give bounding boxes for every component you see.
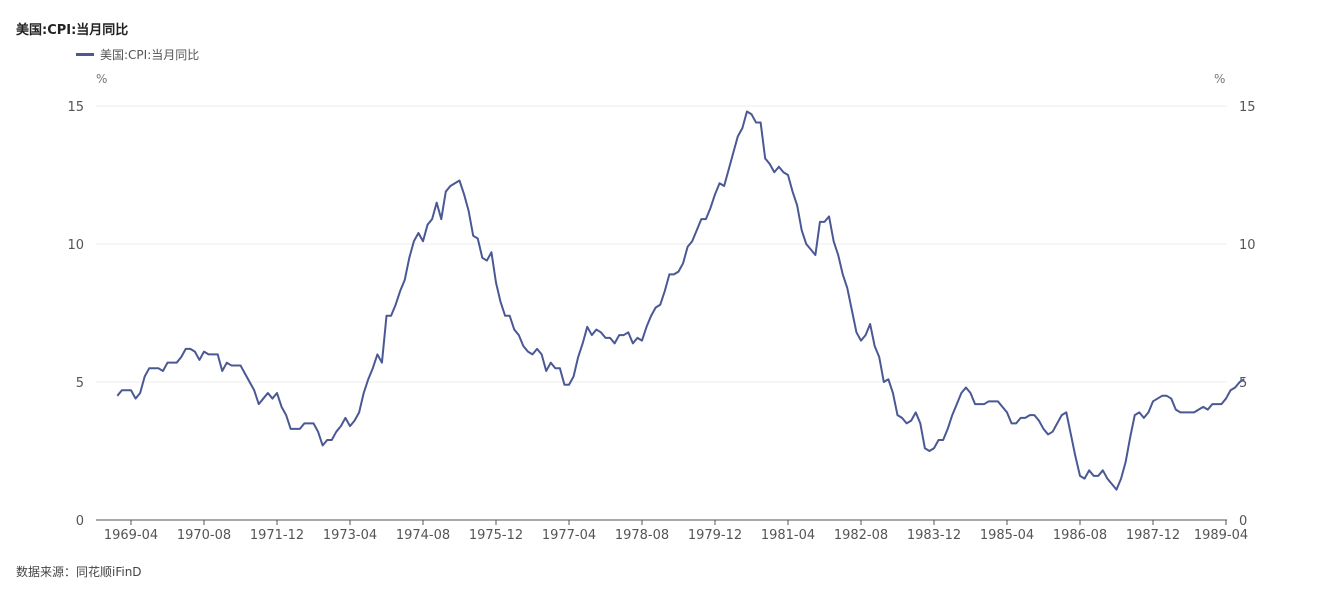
legend[interactable]: 美国:CPI:当月同比 bbox=[76, 46, 199, 63]
x-tick-label: 1985-04 bbox=[980, 528, 1034, 543]
y-tick-label-right: 0 bbox=[1239, 514, 1247, 529]
x-tick-label: 1986-08 bbox=[1053, 528, 1107, 543]
y-axis-right: 0 5 10 15% bbox=[1214, 72, 1256, 529]
x-tick-label: 1978-08 bbox=[615, 528, 669, 543]
series-lines bbox=[116, 110, 1245, 491]
x-tick-label: 1975-12 bbox=[469, 528, 523, 543]
y-unit-right: % bbox=[1214, 72, 1225, 86]
x-tick-label: 1974-08 bbox=[396, 528, 450, 543]
x-tick-label: 1987-12 bbox=[1126, 528, 1180, 543]
x-tick-label: 1979-12 bbox=[688, 528, 742, 543]
y-tick-label-right: 5 bbox=[1239, 376, 1247, 391]
x-tick-label: 1977-04 bbox=[542, 528, 596, 543]
y-tick-label-right: 10 bbox=[1239, 238, 1256, 253]
x-axis: 1969-04 1970-08 1971-12 1973-04 1974-08 1975-… bbox=[104, 520, 1248, 543]
x-tick-label: 1982-08 bbox=[834, 528, 888, 543]
y-tick-label-right: 15 bbox=[1239, 100, 1256, 115]
legend-label: 美国:CPI:当月同比 bbox=[100, 48, 200, 62]
x-tick-label: 1973-04 bbox=[323, 528, 377, 543]
x-tick-label: 1983-12 bbox=[907, 528, 961, 543]
x-tick-label: 1981-04 bbox=[761, 528, 815, 543]
x-tick-label: 1970-08 bbox=[177, 528, 231, 543]
y-tick-label-left: 5 bbox=[76, 376, 84, 391]
series-line-cpi bbox=[116, 110, 1245, 491]
x-tick-label: 1969-04 bbox=[104, 528, 158, 543]
y-tick-label-left: 15 bbox=[67, 100, 84, 115]
x-tick-label: 1989-04 bbox=[1194, 528, 1248, 543]
y-axis-left: 0 5 10 15% bbox=[67, 72, 107, 529]
legend-swatch bbox=[76, 53, 94, 56]
y-tick-label-left: 10 bbox=[67, 238, 84, 253]
data-source: 数据来源：同花顺iFinD bbox=[16, 565, 142, 579]
x-tick-label: 1971-12 bbox=[250, 528, 304, 543]
y-unit-left: % bbox=[96, 72, 107, 86]
grid-lines bbox=[96, 105, 1227, 383]
y-tick-label-left: 0 bbox=[76, 514, 84, 529]
chart-title: 美国:CPI:当月同比 bbox=[16, 23, 129, 38]
